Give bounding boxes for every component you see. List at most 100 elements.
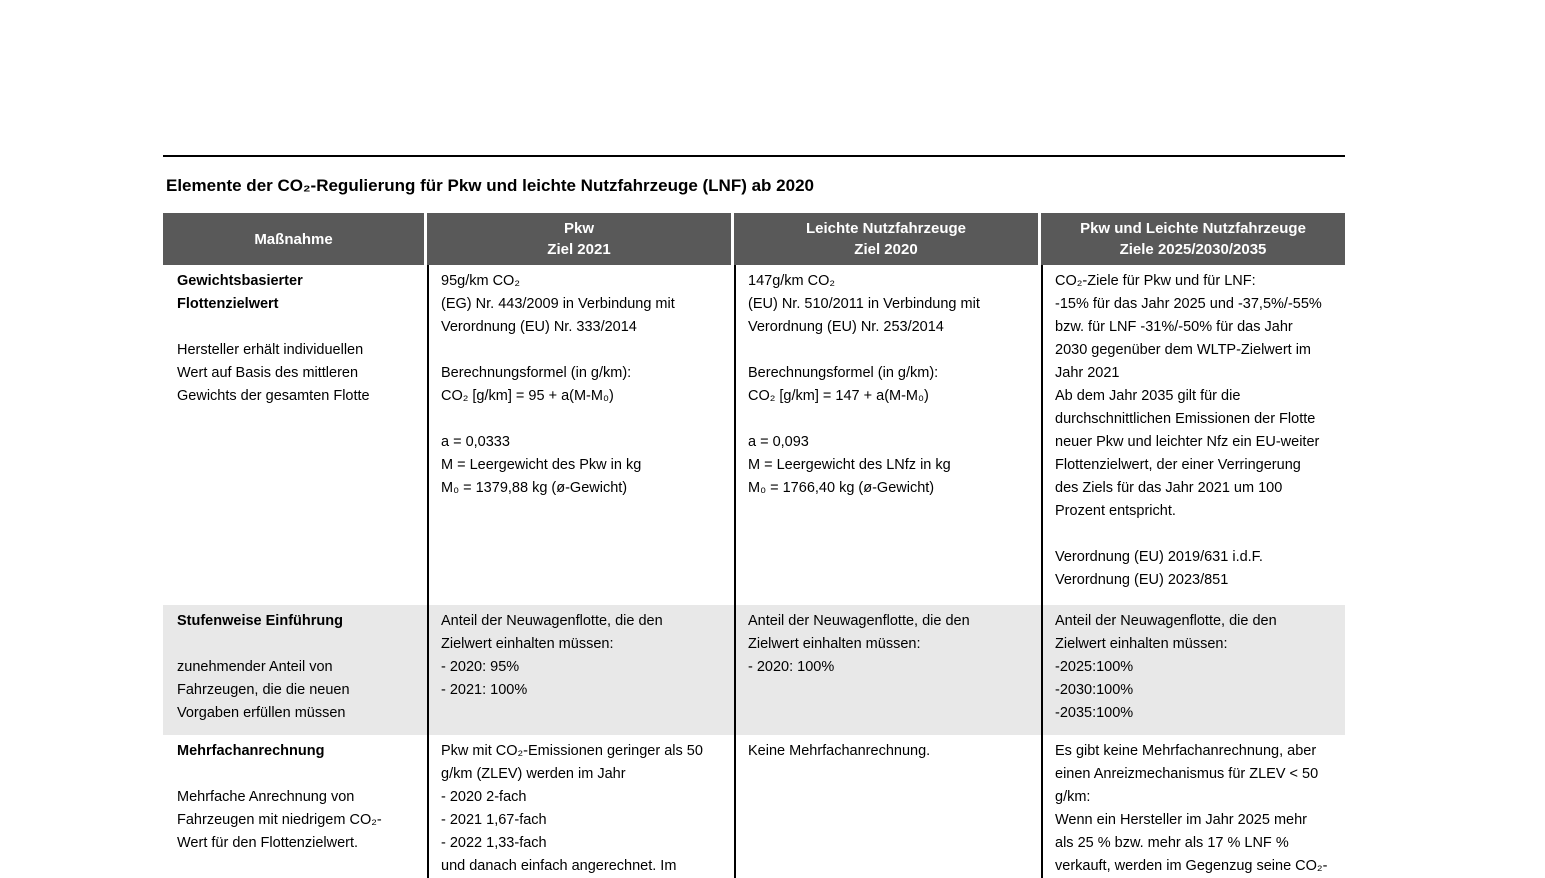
text-line: g/km: (1055, 789, 1091, 805)
text-line: Wenn ein Hersteller im Jahr 2025 mehr (1055, 812, 1307, 828)
text-line (748, 339, 1037, 362)
cell-pkw-lnf-ziele: Es gibt keine Mehrfachanrechnung, aber ei… (1041, 735, 1345, 878)
text-line: Ziel 2021 (547, 241, 611, 258)
measure-description: zunehmender Anteil von Fahrzeugen, die di… (177, 656, 423, 725)
text-line: M₀ = 1766,40 kg (ø-Gewicht) (748, 480, 935, 496)
text-line: Flottenzielwert (177, 296, 279, 312)
text-line: Es gibt keine Mehrfachanrechnung, aber (1055, 743, 1317, 759)
text-line: Berechnungsformel (in g/km): (748, 365, 939, 381)
cell-massnahme: Gewichtsbasierter Flottenzielwert Herstel… (163, 265, 427, 605)
text-line: - 2021 1,67-fach (441, 812, 547, 828)
text-line: Wert für den Flottenzielwert. (177, 835, 359, 851)
text-line: CO₂-Ziele für Pkw und für LNF: (1055, 273, 1256, 289)
text-line: -15% für das Jahr 2025 und -37,5%/-55% (1055, 296, 1322, 312)
text-line: Pkw und Leichte Nutzfahrzeuge (1080, 220, 1306, 237)
text-line: - 2020: 95% (441, 659, 520, 675)
column-divider (427, 265, 429, 878)
text-line: CO₂ [g/km] = 147 + a(M-M₀) (748, 388, 929, 404)
text-line: als 25 % bzw. mehr als 17 % LNF % (1055, 835, 1289, 851)
text-line: - 2020: 100% (748, 659, 835, 675)
text-line: des Ziels für das Jahr 2021 um 100 (1055, 480, 1283, 496)
measure-description: Mehrfache Anrechnung von Fahrzeugen mit n… (177, 786, 423, 855)
cell-lnf-ziel-2020: 147g/km CO₂ (EU) Nr. 510/2011 in Verbindu… (734, 265, 1041, 605)
text-line: CO₂ [g/km] = 95 + a(M-M₀) (441, 388, 614, 404)
text-line: - 2020 2-fach (441, 789, 527, 805)
text-line: Fahrzeugen, die die neuen (177, 682, 350, 698)
cell-pkw-lnf-ziele: CO₂-Ziele für Pkw und für LNF: -15% für d… (1041, 265, 1345, 605)
text-line: -2035:100% (1055, 705, 1134, 721)
text-line: Keine Mehrfachanrechnung. (748, 743, 931, 759)
text-line: - 2022 1,33-fach (441, 835, 547, 851)
text-line: Verordnung (EU) Nr. 333/2014 (441, 319, 637, 335)
cell-pkw-lnf-ziele: Anteil der Neuwagenflotte, die den Zielwe… (1041, 605, 1345, 735)
text-line: durchschnittlichen Emissionen der Flotte (1055, 411, 1316, 427)
measure-heading: Mehrfachanrechnung (177, 740, 423, 763)
text-line: Verordnung (EU) Nr. 253/2014 (748, 319, 944, 335)
text-line: M = Leergewicht des LNfz in kg (748, 457, 951, 473)
header-cell-pkw-lnf-ziele-2025-2030-2035: Pkw und Leichte Nutzfahrzeuge Ziele 2025/… (1041, 213, 1345, 265)
text-line: Stufenweise Einführung (177, 613, 343, 629)
header-cell-pkw-ziel-2021: Pkw Ziel 2021 (427, 213, 731, 265)
text-line (441, 339, 730, 362)
text-line: Verordnung (EU) 2023/851 (1055, 572, 1229, 588)
text-line: Gewichtsbasierter (177, 273, 303, 289)
text-line: zunehmender Anteil von (177, 659, 333, 675)
text-line: - 2021: 100% (441, 682, 528, 698)
text-line: -2025:100% (1055, 659, 1134, 675)
text-line: Zielwert einhalten müssen: (1055, 636, 1228, 652)
text-line: Jahr 2021 (1055, 365, 1120, 381)
text-line: Verordnung (EU) 2019/631 i.d.F. (1055, 549, 1263, 565)
horizontal-rule (163, 155, 1345, 157)
text-line (441, 408, 730, 431)
page-title: Elemente der CO₂-Regulierung für Pkw und… (166, 176, 814, 196)
measure-heading: Stufenweise Einführung (177, 610, 423, 633)
column-divider (734, 265, 736, 878)
text-line: Ziel 2020 (854, 241, 918, 258)
text-line (1055, 523, 1341, 546)
text-line: a = 0,093 (748, 434, 809, 450)
text-line: Maßnahme (254, 230, 333, 248)
text-line: Zielwert einhalten müssen: (748, 636, 921, 652)
text-line: -2030:100% (1055, 682, 1134, 698)
cell-pkw-ziel-2021: 95g/km CO₂ (EG) Nr. 443/2009 in Verbindun… (427, 265, 734, 605)
text-line: Gewichts der gesamten Flotte (177, 388, 370, 404)
text-line: Fahrzeugen mit niedrigem CO₂- (177, 812, 382, 828)
text-line: neuer Pkw und leichter Nfz ein EU-weiter (1055, 434, 1320, 450)
text-line: 2030 gegenüber dem WLTP-Zielwert im (1055, 342, 1312, 358)
column-divider (1041, 265, 1043, 878)
text-line: 147g/km CO₂ (748, 273, 836, 289)
text-line: Mehrfache Anrechnung von (177, 789, 355, 805)
text-line: g/km (ZLEV) werden im Jahr (441, 766, 626, 782)
cell-pkw-ziel-2021: Pkw mit CO₂-Emissionen geringer als 50 g/… (427, 735, 734, 878)
cell-massnahme: Mehrfachanrechnung Mehrfache Anrechnung … (163, 735, 427, 878)
measure-heading: Gewichtsbasierter Flottenzielwert (177, 270, 423, 316)
text-line: Mehrfachanrechnung (177, 743, 325, 759)
text-line: Berechnungsformel (in g/km): (441, 365, 632, 381)
text-line: Ab dem Jahr 2035 gilt für die (1055, 388, 1241, 404)
table-body: Gewichtsbasierter Flottenzielwert Herstel… (163, 265, 1345, 878)
text-line: Hersteller erhält individuellen (177, 342, 364, 358)
cell-lnf-ziel-2020: Anteil der Neuwagenflotte, die den Zielwe… (734, 605, 1041, 735)
cell-massnahme: Stufenweise Einführung zunehmender Antei… (163, 605, 427, 735)
text-line: (EU) Nr. 510/2011 in Verbindung mit (748, 296, 980, 312)
table-header-row: Maßnahme Pkw Ziel 2021 Leichte Nutzfahrze… (163, 213, 1345, 265)
text-line: Anteil der Neuwagenflotte, die den (1055, 613, 1277, 629)
text-line: Zielwert einhalten müssen: (441, 636, 614, 652)
text-line: Pkw (563, 220, 594, 237)
text-line: Wert auf Basis des mittleren (177, 365, 359, 381)
text-line: bzw. für LNF -31%/-50% für das Jahr (1055, 319, 1293, 335)
text-line: Prozent entspricht. (1055, 503, 1176, 519)
text-line: a = 0,0333 (441, 434, 510, 450)
cell-pkw-ziel-2021: Anteil der Neuwagenflotte, die den Zielwe… (427, 605, 734, 735)
text-line: verkauft, werden im Gegenzug seine CO₂- (1055, 858, 1328, 874)
regulation-table: Maßnahme Pkw Ziel 2021 Leichte Nutzfahrze… (163, 213, 1345, 878)
cell-lnf-ziel-2020: Keine Mehrfachanrechnung. (734, 735, 1041, 878)
table-row-mehrfachanrechnung: Mehrfachanrechnung Mehrfache Anrechnung … (163, 735, 1345, 878)
text-line: Anteil der Neuwagenflotte, die den (441, 613, 663, 629)
text-line: Anteil der Neuwagenflotte, die den (748, 613, 970, 629)
text-line: einen Anreizmechanismus für ZLEV < 50 (1055, 766, 1319, 782)
measure-description: Hersteller erhält individuellen Wert auf … (177, 339, 423, 408)
text-line: M = Leergewicht des Pkw in kg (441, 457, 642, 473)
text-line: Flottenzielwert, der einer Verringerung (1055, 457, 1301, 473)
